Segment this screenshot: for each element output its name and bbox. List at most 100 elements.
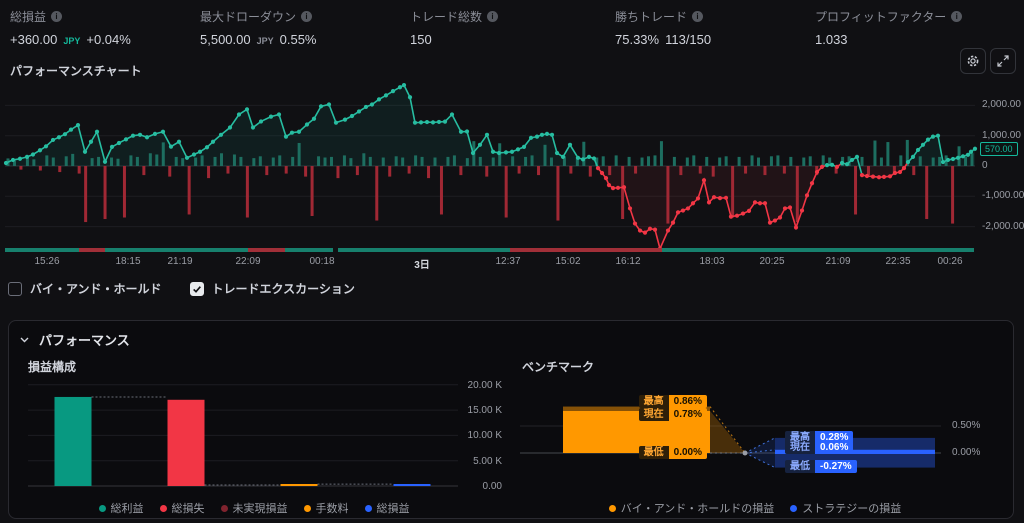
legend-dot xyxy=(790,504,798,512)
info-icon[interactable]: i xyxy=(487,11,499,22)
stat-label: 総損益 i xyxy=(10,8,131,25)
stat-value: 75.33% 113/150 xyxy=(615,32,711,47)
badge-value: 0.86% xyxy=(668,394,707,408)
stat-unit: JPY xyxy=(256,36,274,46)
legend-label: 未実現損益 xyxy=(232,503,288,515)
legend-dot xyxy=(98,504,106,512)
x-tick: 15:02 xyxy=(555,256,581,267)
badge-label: 最高 xyxy=(785,430,815,444)
benchmark-y-tick: 0.00% xyxy=(952,447,981,458)
badge-label: 最高 xyxy=(638,394,669,408)
chart-toolbar xyxy=(960,48,1016,74)
stat-main-value: 150 xyxy=(410,32,432,47)
stat-main-value: 1.033 xyxy=(815,32,848,47)
badge-value: -0.27% xyxy=(815,459,857,473)
current-value-badge: 570.00 xyxy=(980,141,1018,156)
strategy-min-badge: 最低 -0.27% xyxy=(785,459,857,473)
performance-section-header[interactable]: パフォーマンス xyxy=(20,330,130,349)
benchmark-legend: バイ・アンド・ホールドの損益 ストラテジーの損益 xyxy=(520,500,990,516)
x-tick: 18:15 xyxy=(115,256,141,267)
y-tick: 2,000.00 xyxy=(982,99,1021,111)
y-tick: -1,000.00 xyxy=(982,190,1024,202)
stat-label-text: 最大ドローダウン xyxy=(200,10,297,24)
benchmark-title: ベンチマーク xyxy=(522,360,595,374)
stat-main-value: +360.00 xyxy=(10,32,58,47)
pnl-y-tick: 0.00 xyxy=(482,481,502,492)
legend-item: バイ・アンド・ホールドの損益 xyxy=(608,500,775,516)
stat-main-value: 5,500.00 xyxy=(200,32,251,47)
x-tick: 16:12 xyxy=(615,256,641,267)
pnl-y-tick: 15.00 K xyxy=(467,405,502,417)
stat-2: トレード総数 i 150 xyxy=(410,8,499,47)
y-tick: -2,000.00 xyxy=(982,220,1024,232)
legend-item: 総利益 xyxy=(98,500,144,516)
legend-item: ストラテジーの損益 xyxy=(790,500,901,516)
info-icon[interactable]: i xyxy=(51,11,63,22)
x-tick: 20:25 xyxy=(759,256,785,267)
x-tick: 22:35 xyxy=(885,256,911,267)
x-tick: 00:18 xyxy=(309,256,335,267)
info-icon[interactable]: i xyxy=(301,11,313,22)
x-tick: 22:09 xyxy=(235,256,261,267)
stat-extra: +0.04% xyxy=(86,32,131,47)
stat-value: +360.00 JPY +0.04% xyxy=(10,32,131,47)
legend-label: 総損益 xyxy=(376,503,410,515)
y-tick: 1,000.00 xyxy=(982,129,1021,141)
pnl-composition-title: 損益構成 xyxy=(28,360,77,374)
checkbox-box[interactable] xyxy=(189,281,204,296)
stat-extra: 0.55% xyxy=(279,32,317,47)
x-tick: 00:26 xyxy=(937,256,963,267)
pnl-composition-chart[interactable] xyxy=(28,378,480,494)
pnl-y-tick: 20.00 K xyxy=(467,379,502,391)
stat-extra: 113/150 xyxy=(665,32,712,47)
buyhold-current-badge: 現在 0.78% xyxy=(638,407,707,421)
checkbox-trade-excursion[interactable]: トレードエクスカーション xyxy=(189,280,355,297)
stat-label: 最大ドローダウン i xyxy=(200,8,317,25)
benchmark-plot xyxy=(520,406,941,469)
stat-label-text: 勝ちトレード xyxy=(615,10,688,24)
x-tick: 21:19 xyxy=(167,256,193,267)
pnl-y-tick: 10.00 K xyxy=(467,430,502,442)
benchmark-y-tick: 0.50% xyxy=(952,420,981,431)
benchmark-chart[interactable]: 最高 0.86% 現在 0.78% 最低 0.00% 最高 0.28% 現在 0.06% 最低 -0.… xyxy=(520,372,1020,498)
stat-1: 最大ドローダウン i 5,500.00 JPY 0.55% xyxy=(200,8,317,47)
section-title: パフォーマンス xyxy=(39,333,130,348)
stat-value: 150 xyxy=(410,32,498,47)
legend-dot xyxy=(364,504,372,512)
strategy-current-badge: 現在 0.06% xyxy=(785,440,854,454)
badge-label: 現在 xyxy=(638,407,669,421)
x-tick: 18:03 xyxy=(699,256,725,267)
info-icon[interactable]: i xyxy=(951,11,963,22)
chart-series-toggles: バイ・アンド・ホールド トレードエクスカーション xyxy=(8,280,355,297)
x-tick: 12:37 xyxy=(495,256,521,267)
badge-value: 0.00% xyxy=(668,446,707,459)
info-icon[interactable]: i xyxy=(692,11,704,22)
check-icon xyxy=(192,285,201,293)
legend-item: 総損益 xyxy=(364,500,410,516)
stat-unit: JPY xyxy=(63,36,81,46)
checkbox-buy-and-hold[interactable]: バイ・アンド・ホールド xyxy=(8,280,162,297)
performance-chart[interactable]: 2,000.00 1,000.00 0 -1,000.00 -2,000.00 570.0… xyxy=(0,80,1024,272)
stat-label-text: トレード総数 xyxy=(410,10,483,24)
badge-value: 0.78% xyxy=(668,407,707,421)
badge-value: 0.06% xyxy=(815,440,854,454)
performance-chart-plot[interactable] xyxy=(0,80,978,272)
pnl-y-tick: 5.00 K xyxy=(473,455,502,467)
badge-label: 現在 xyxy=(785,440,815,454)
stat-label: プロフィットファクター i xyxy=(815,8,963,25)
stat-3: 勝ちトレード i 75.33% 113/150 xyxy=(615,8,711,47)
legend-label: バイ・アンド・ホールドの損益 xyxy=(620,503,775,515)
checkbox-label: バイ・アンド・ホールド xyxy=(30,282,162,296)
fullscreen-button[interactable] xyxy=(990,48,1016,74)
legend-dot xyxy=(220,504,228,512)
settings-button[interactable] xyxy=(960,48,986,74)
x-tick: 21:09 xyxy=(825,256,851,267)
legend-dot xyxy=(608,504,616,512)
buyhold-max-badge: 最高 0.86% xyxy=(638,394,707,408)
stat-label-text: 総損益 xyxy=(10,10,47,24)
stat-label: 勝ちトレード i xyxy=(615,8,711,25)
legend-label: 総損失 xyxy=(171,503,205,515)
checkbox-box[interactable] xyxy=(8,281,22,296)
legend-label: 総利益 xyxy=(110,503,144,515)
